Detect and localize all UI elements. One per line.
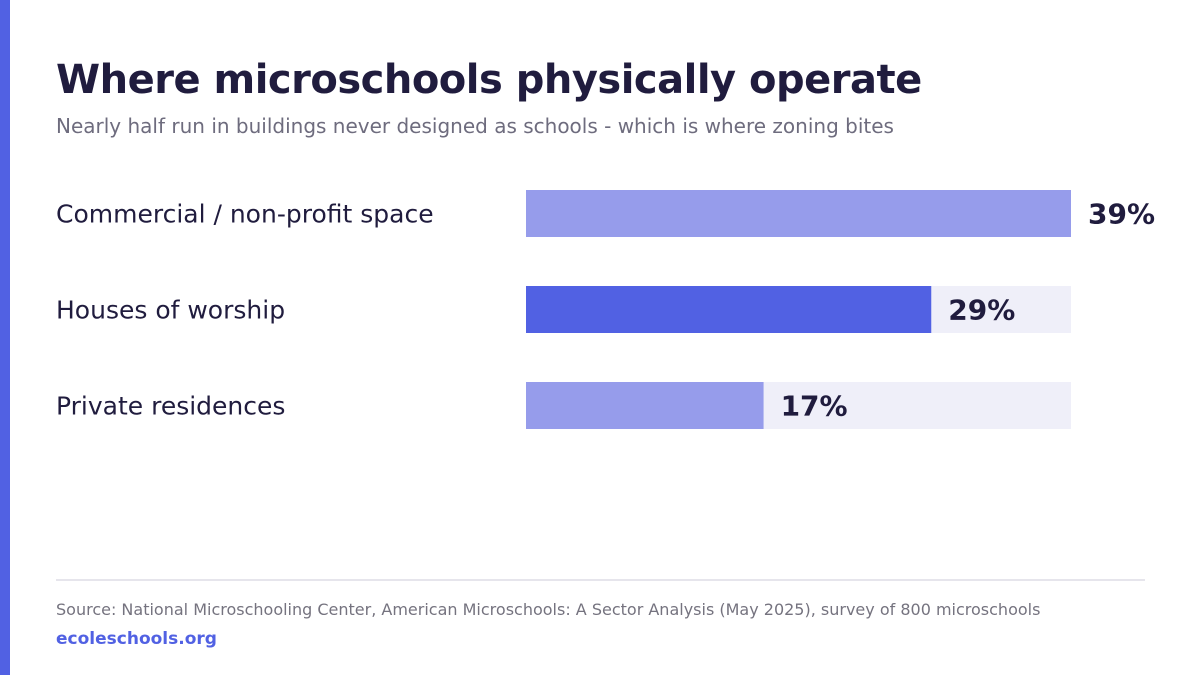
category-label: Houses of worship [56, 296, 285, 325]
chart-title: Where microschools physically operate [56, 57, 922, 103]
source-note: Source: National Microschooling Center, … [56, 600, 1041, 619]
category-label: Commercial / non-profit space [56, 200, 434, 229]
value-label: 29% [948, 294, 1015, 327]
value-label: 17% [781, 390, 848, 423]
bar [526, 286, 932, 333]
accent-strip [0, 0, 10, 675]
chart-subtitle: Nearly half run in buildings never desig… [56, 114, 894, 138]
category-label: Private residences [56, 392, 285, 421]
value-label: 39% [1088, 198, 1155, 231]
bar [526, 190, 1071, 237]
footer-divider [56, 579, 1145, 581]
site-link[interactable]: ecoleschools.org [56, 629, 217, 649]
bar [526, 382, 764, 429]
bar-chart: Commercial / non-profit space 39% Houses o… [56, 190, 1155, 429]
